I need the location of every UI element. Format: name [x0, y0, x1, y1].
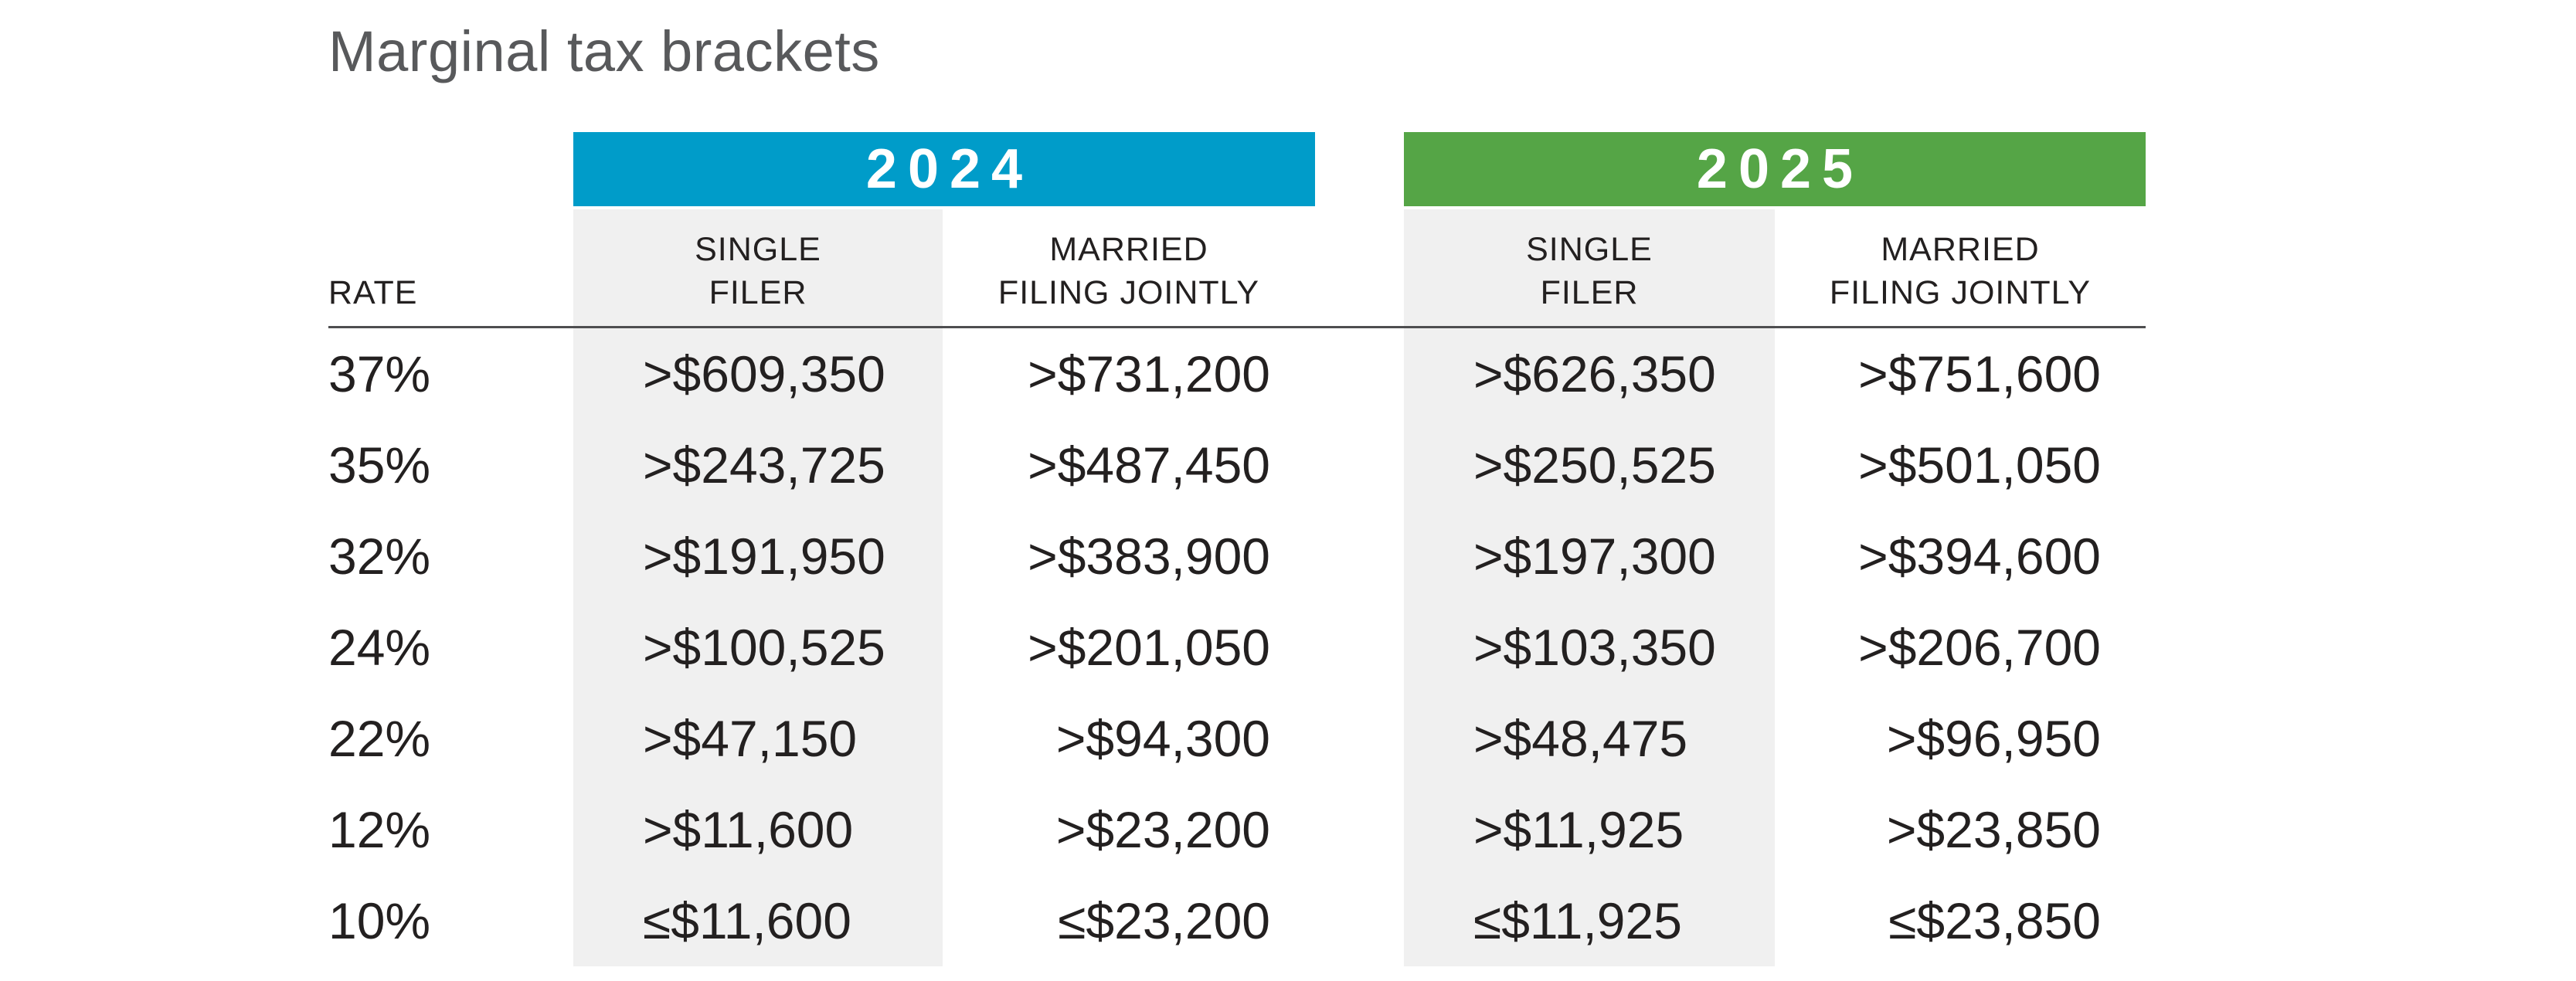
- value-cell-2024-married: >$731,200: [1028, 345, 1270, 402]
- year-2025-header-bar: 2025: [1404, 132, 2146, 206]
- rate-cell: 35%: [328, 436, 431, 494]
- value-cell-2025-single: >$48,475: [1473, 710, 1688, 767]
- value-cell-2024-married: >$383,900: [1028, 528, 1270, 585]
- rate-cell: 10%: [328, 892, 431, 949]
- rate-cell: 22%: [328, 710, 431, 767]
- married-filing-jointly-2024-column-header: MARRIED FILING JOINTLY: [943, 209, 1315, 326]
- value-cell-2025-single: >$626,350: [1473, 345, 1716, 402]
- header-line: FILER: [709, 274, 807, 312]
- value-cell-2024-single: >$243,725: [643, 436, 885, 494]
- value-cell-2024-single: >$100,525: [643, 619, 885, 676]
- value-cell-2024-married: >$201,050: [1028, 619, 1270, 676]
- value-cell-2024-single: >$609,350: [643, 345, 885, 402]
- value-cell-2024-married: >$23,200: [1055, 801, 1270, 858]
- married-filing-jointly-2025-column-header: MARRIED FILING JOINTLY: [1775, 209, 2146, 326]
- header-line: MARRIED: [1881, 230, 2040, 268]
- single-filer-2024-column-shade: [573, 209, 943, 966]
- header-line: MARRIED: [1049, 230, 1208, 268]
- rate-cell: 37%: [328, 345, 431, 402]
- year-2024-header-bar: 2024: [573, 132, 1315, 206]
- rate-column-header: RATE: [328, 209, 573, 326]
- value-cell-2024-single: >$11,600: [643, 801, 854, 858]
- rate-cell: 32%: [328, 528, 431, 585]
- rate-cell: 12%: [328, 801, 431, 858]
- value-cell-2025-married: >$394,600: [1858, 528, 2101, 585]
- value-cell-2025-single: >$197,300: [1473, 528, 1716, 585]
- header-line: FILER: [1540, 274, 1639, 312]
- single-filer-2025-column-shade: [1404, 209, 1775, 966]
- table-grid: 2024 2025 RATE SINGLE FILER MARRIED FILI…: [328, 132, 2146, 966]
- value-cell-2025-single: >$250,525: [1473, 436, 1716, 494]
- value-cell-2024-single: >$191,950: [643, 528, 885, 585]
- single-filer-2024-column-header: SINGLE FILER: [573, 209, 943, 326]
- year-2025-label: 2025: [1696, 138, 1864, 200]
- value-cell-2024-married: >$487,450: [1028, 436, 1270, 494]
- header-line: FILING JOINTLY: [997, 274, 1260, 312]
- value-cell-2025-married: ≤$23,850: [1888, 892, 2101, 949]
- header-line: FILING JOINTLY: [1829, 274, 2092, 312]
- header-line: SINGLE: [1526, 230, 1653, 268]
- value-cell-2025-married: >$96,950: [1886, 710, 2101, 767]
- single-filer-2025-column-header: SINGLE FILER: [1404, 209, 1775, 326]
- header-line: SINGLE: [695, 230, 821, 268]
- tax-bracket-table: 2024 2025 RATE SINGLE FILER MARRIED FILI…: [328, 132, 2146, 966]
- rate-header-label: RATE: [328, 274, 418, 312]
- value-cell-2025-single: ≤$11,925: [1473, 892, 1682, 949]
- value-cell-2024-married: ≤$23,200: [1058, 892, 1270, 949]
- value-cell-2024-single: >$47,150: [643, 710, 858, 767]
- value-cell-2025-married: >$206,700: [1858, 619, 2101, 676]
- rate-cell: 24%: [328, 619, 431, 676]
- value-cell-2024-married: >$94,300: [1055, 710, 1270, 767]
- value-cell-2025-married: >$501,050: [1858, 436, 2101, 494]
- value-cell-2025-single: >$103,350: [1473, 619, 1716, 676]
- value-cell-2025-single: >$11,925: [1473, 801, 1684, 858]
- page-title: Marginal tax brackets: [328, 19, 880, 83]
- header-divider-rule: [328, 326, 2146, 328]
- value-cell-2025-married: >$23,850: [1886, 801, 2101, 858]
- year-2024-label: 2024: [865, 138, 1034, 200]
- value-cell-2024-single: ≤$11,600: [643, 892, 851, 949]
- value-cell-2025-married: >$751,600: [1858, 345, 2101, 402]
